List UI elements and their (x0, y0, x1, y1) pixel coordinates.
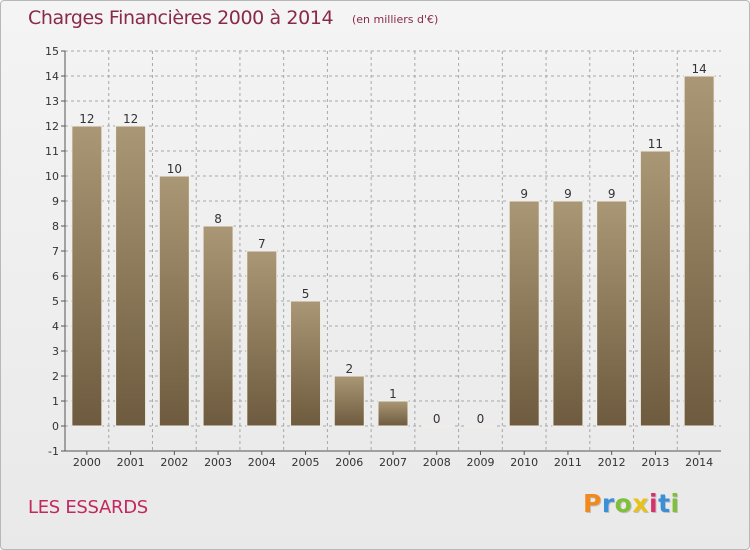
x-tick-label-2000: 2000 (73, 456, 101, 469)
bars (71, 75, 715, 428)
data-label-2002: 10 (167, 162, 182, 176)
x-tick-label-2005: 2005 (292, 456, 320, 469)
data-label-2008: 0 (433, 412, 441, 426)
data-label-2009: 0 (477, 412, 485, 426)
x-tick-label-2014: 2014 (685, 456, 713, 469)
bar-2010 (508, 200, 540, 427)
proxiti-logo: Proxiti (583, 489, 680, 518)
logo-letter: o (614, 489, 633, 518)
logo-letter: t (658, 489, 671, 518)
data-label-2006: 2 (345, 362, 353, 376)
y-tick-label: 8 (52, 220, 59, 233)
bar-2004 (246, 250, 278, 427)
data-label-2013: 11 (648, 137, 663, 151)
x-tick-label-2013: 2013 (641, 456, 669, 469)
y-tick-label: 15 (45, 45, 59, 58)
bar-2014 (683, 75, 715, 427)
data-label-2014: 14 (691, 62, 706, 76)
y-tick-label: 14 (45, 70, 59, 83)
y-tick-label: 0 (52, 420, 59, 433)
logo-letter: i (670, 489, 680, 518)
data-label-2003: 8 (214, 212, 222, 226)
y-tick-label: 12 (45, 120, 59, 133)
bar-2006 (333, 375, 365, 427)
y-tick-label: 13 (45, 95, 59, 108)
y-tick-label: 7 (52, 245, 59, 258)
data-label-2000: 12 (79, 112, 94, 126)
bar-2013 (639, 150, 671, 427)
data-label-2005: 5 (302, 287, 310, 301)
axes (61, 50, 721, 455)
logo-letter: r (601, 489, 615, 518)
y-tick-label: 10 (45, 170, 59, 183)
chart-subtitle: (en milliers d'€) (352, 13, 439, 26)
data-label-2007: 1 (389, 387, 397, 401)
data-label-2010: 9 (520, 187, 528, 201)
y-tick-label: 4 (52, 320, 59, 333)
logo-letter: i (649, 489, 659, 518)
y-tick-label: 9 (52, 195, 59, 208)
y-tick-label: 3 (52, 345, 59, 358)
bar-2008 (421, 425, 453, 428)
commune-name: LES ESSARDS (28, 497, 148, 518)
y-tick-label: 1 (52, 395, 59, 408)
x-tick-label-2004: 2004 (248, 456, 276, 469)
data-label-2011: 9 (564, 187, 572, 201)
x-tick-label-2007: 2007 (379, 456, 407, 469)
y-tick-label: 2 (52, 370, 59, 383)
x-tick-label-2008: 2008 (423, 456, 451, 469)
bar-2003 (202, 225, 234, 427)
data-label-2012: 9 (608, 187, 616, 201)
x-tick-labels: 2000 2001 2002 2003 2004 2005 2006 2007 2008 2009… (73, 456, 713, 469)
data-label-2001: 12 (123, 112, 138, 126)
bar-2001 (115, 125, 147, 427)
y-tick-label: -1 (48, 445, 59, 458)
x-tick-label-2009: 2009 (466, 456, 494, 469)
y-tick-label: 5 (52, 295, 59, 308)
logo-letter: x (632, 489, 649, 518)
bar-2002 (158, 175, 190, 427)
y-tick-label: 6 (52, 270, 59, 283)
bar-2009 (464, 425, 496, 428)
chart-title: Charges Financières 2000 à 2014 (28, 7, 334, 29)
x-tick-label-2012: 2012 (598, 456, 626, 469)
x-tick-label-2002: 2002 (160, 456, 188, 469)
x-tick-label-2006: 2006 (335, 456, 363, 469)
bar-2000 (71, 125, 103, 427)
data-label-2004: 7 (258, 237, 266, 251)
logo-letter: P (583, 489, 602, 518)
bar-2005 (290, 300, 322, 427)
bar-2012 (596, 200, 628, 427)
bar-2007 (377, 400, 409, 427)
x-tick-label-2010: 2010 (510, 456, 538, 469)
x-tick-label-2003: 2003 (204, 456, 232, 469)
x-tick-label-2011: 2011 (554, 456, 582, 469)
y-tick-label: 11 (45, 145, 59, 158)
x-tick-label-2001: 2001 (117, 456, 145, 469)
bar-2011 (552, 200, 584, 427)
